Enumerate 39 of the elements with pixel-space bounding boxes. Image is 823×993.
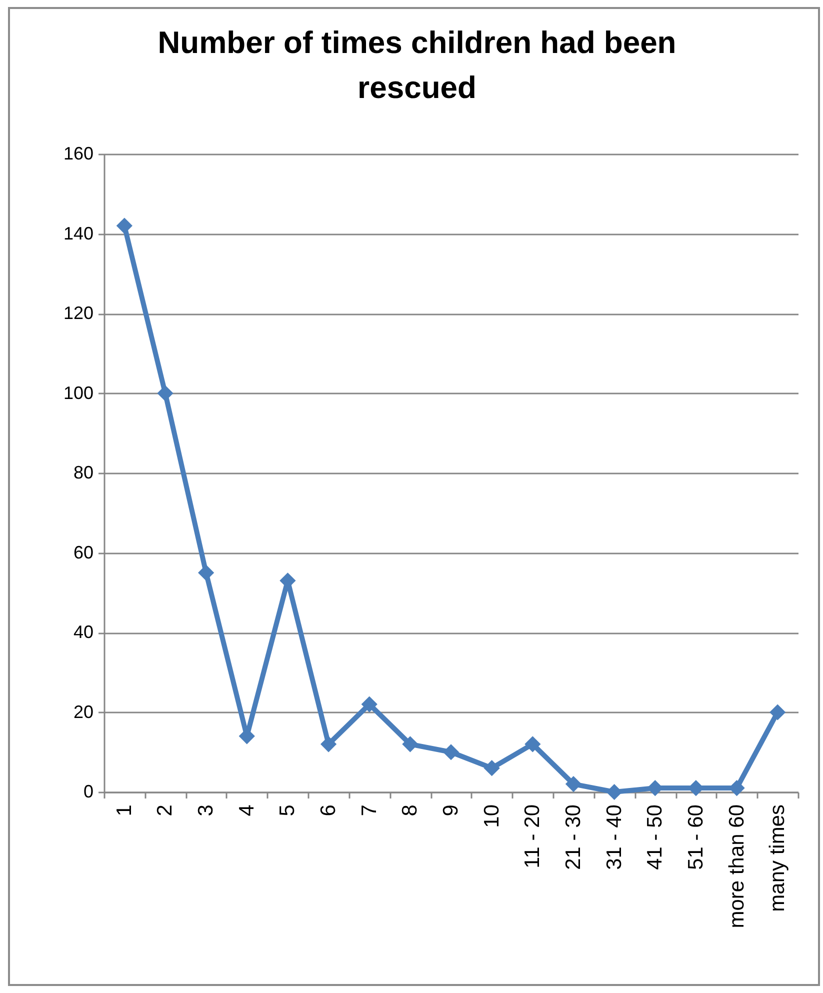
x-tick-label: 7 [358,804,381,816]
point [320,736,337,752]
point [116,218,132,234]
x-tick-label: 31 - 40 [602,804,626,870]
x-tick-label: 4 [235,804,258,816]
y-tick-label: 20 [73,702,94,722]
point [606,784,622,800]
point [361,696,378,712]
x-tick-label: 21 - 30 [562,804,585,870]
y-tick-label: 40 [73,622,94,642]
x-tick-label: 1 [112,804,136,816]
x-tick-label: 10 [480,804,504,828]
point [484,760,500,776]
y-tick-label: 100 [63,382,94,403]
x-tick-label: many times [766,804,790,912]
x-tick-label: 2 [154,804,177,816]
y-tick-label: 80 [73,462,94,482]
point [770,704,786,720]
x-tick-label: 51 - 60 [684,804,708,870]
point [565,776,582,792]
x-tick-label: 41 - 50 [644,804,667,870]
point [524,736,541,752]
point [198,564,214,581]
y-tick-label: 60 [73,542,94,562]
y-tick-label: 140 [63,223,94,244]
x-tick-label: 11 - 20 [521,804,544,868]
x-tick-label: 9 [440,804,462,816]
x-tick-label: 8 [398,804,422,816]
x-tick-label: 5 [276,804,300,816]
y-tick-label: 160 [63,144,94,164]
y-tick-label: 120 [63,303,94,323]
point [442,744,460,760]
x-tick-label: 3 [194,804,218,816]
x-tick-label: more than 60 [725,804,748,928]
y-tick-label: 0 [83,782,94,802]
point [157,385,174,402]
chart-title: Number of times children had been rescued [158,25,676,105]
point [402,736,418,752]
x-tick-label: 6 [317,804,340,816]
